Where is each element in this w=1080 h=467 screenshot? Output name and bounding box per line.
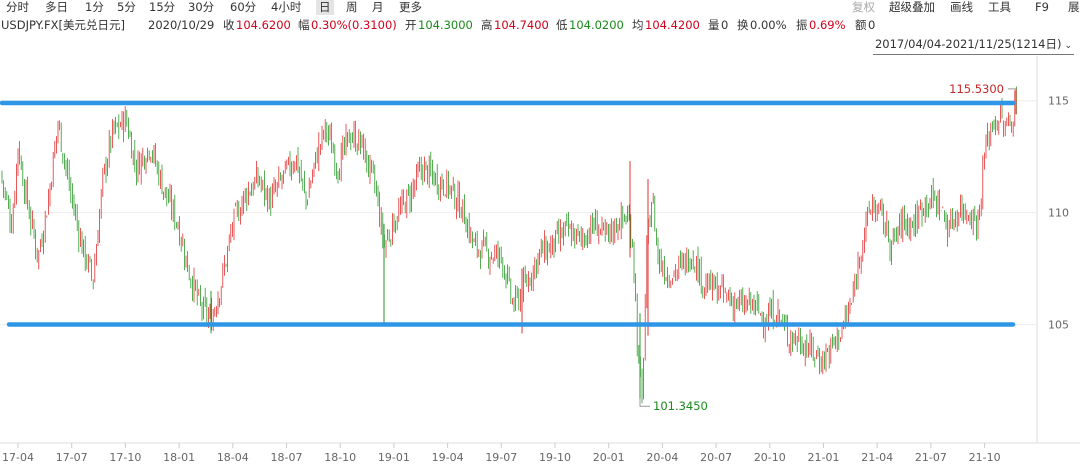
low-value: 104.0200 [569, 18, 624, 32]
x-tick-label: 20-04 [646, 451, 678, 464]
tools-button[interactable]: 工具 [988, 0, 1011, 14]
tab-timeframe-1min[interactable]: 1分 [85, 0, 104, 14]
y-tick-label: 105 [1048, 318, 1069, 331]
tab-timeframe-60min[interactable]: 60分 [230, 0, 257, 14]
tab-timeframe-4h[interactable]: 4小时 [271, 0, 302, 14]
x-tick-label: 18-01 [163, 451, 195, 464]
turnover-value: 0.00% [750, 18, 787, 32]
amount-label: 额 [855, 18, 867, 32]
y-tick-label: 115 [1048, 95, 1069, 108]
date-range-label: 2017/04/04-2021/11/25(1214日) [874, 37, 1062, 51]
x-tick-label: 18-04 [217, 451, 249, 464]
y-tick-label: 110 [1048, 207, 1069, 220]
x-tick-label: 19-04 [432, 451, 464, 464]
tab-timeframe-weekly[interactable]: 周 [346, 0, 358, 14]
adjust-button[interactable]: 复权 [852, 0, 875, 14]
toolbar: 分时 多日 1分 5分 15分 30分 60分 4小时 日 周 月 更多 复权 … [0, 0, 1080, 16]
tab-timeframe-minute[interactable]: 分时 [6, 0, 29, 14]
expand-button[interactable]: 展 [1068, 0, 1080, 14]
x-tick-label: 17-10 [109, 451, 141, 464]
min-label: 101.3450 [653, 399, 708, 413]
x-tick-label: 21-07 [915, 451, 947, 464]
tab-timeframe-daily[interactable]: 日 [316, 0, 334, 15]
tab-timeframe-5min[interactable]: 5分 [117, 0, 136, 14]
avg-value: 104.4200 [645, 18, 700, 32]
close-value: 104.6200 [236, 18, 291, 32]
low-label: 低 [556, 18, 568, 32]
change-value: 0.30%(0.3100) [311, 18, 397, 32]
tab-timeframe-30min[interactable]: 30分 [188, 0, 215, 14]
x-tick-label: 19-01 [378, 451, 410, 464]
chevron-down-icon: ⌄ [1064, 41, 1072, 51]
quote-infobar: USDJPY.FX[美元兑日元] 2020/10/29 收 104.6200 幅… [0, 17, 1080, 33]
candlestick-series [1, 86, 1017, 407]
amplitude-value: 0.69% [809, 18, 846, 32]
avg-label: 均 [632, 18, 644, 32]
amount-value: 0 [868, 18, 876, 32]
x-tick-label: 17-07 [56, 451, 88, 464]
date-range-selector[interactable]: 2017/04/04-2021/11/25(1214日) ⌄ [872, 37, 1074, 55]
high-value: 104.7400 [494, 18, 549, 32]
volume-value: 0 [721, 18, 729, 32]
high-label: 高 [481, 18, 493, 32]
x-tick-label: 20-01 [593, 451, 625, 464]
draw-line-button[interactable]: 画线 [950, 0, 973, 14]
open-label: 开 [405, 18, 417, 32]
open-value: 104.3000 [418, 18, 473, 32]
x-tick-label: 19-07 [485, 451, 517, 464]
close-label: 收 [223, 18, 235, 32]
y-axis: 115 110 105 [1048, 95, 1069, 332]
tab-timeframe-multiday[interactable]: 多日 [45, 0, 68, 14]
min-marker [639, 398, 650, 407]
symbol-name: USDJPY.FX[美元兑日元] [1, 18, 125, 32]
x-tick-label: 21-10 [969, 451, 1001, 464]
tab-timeframe-more[interactable]: 更多 [399, 0, 422, 14]
max-label: 115.5300 [949, 82, 1004, 96]
volume-label: 量 [708, 18, 720, 32]
x-tick-label: 20-10 [754, 451, 786, 464]
annotations: 115.5300 101.3450 [639, 82, 1016, 413]
x-tick-label: 20-07 [700, 451, 732, 464]
x-tick-label: 18-10 [324, 451, 356, 464]
quote-date: 2020/10/29 [148, 18, 215, 32]
horizontal-lines [0, 100, 1016, 327]
amplitude-label: 振 [796, 18, 808, 32]
x-tick-label: 19-10 [539, 451, 571, 464]
super-overlay-button[interactable]: 超级叠加 [889, 0, 935, 14]
change-label: 幅 [298, 18, 310, 32]
turnover-label: 换 [737, 18, 749, 32]
tab-timeframe-15min[interactable]: 15分 [149, 0, 176, 14]
tab-timeframe-monthly[interactable]: 月 [372, 0, 384, 14]
x-tick-label: 17-04 [2, 451, 34, 464]
x-tick-label: 18-07 [271, 451, 303, 464]
x-tick-label: 21-04 [861, 451, 893, 464]
x-axis: 17-04 17-07 17-10 18-01 18-04 18-07 18-10 19-01… [2, 443, 1001, 464]
x-tick-label: 21-01 [808, 451, 840, 464]
f9-button[interactable]: F9 [1035, 0, 1049, 14]
